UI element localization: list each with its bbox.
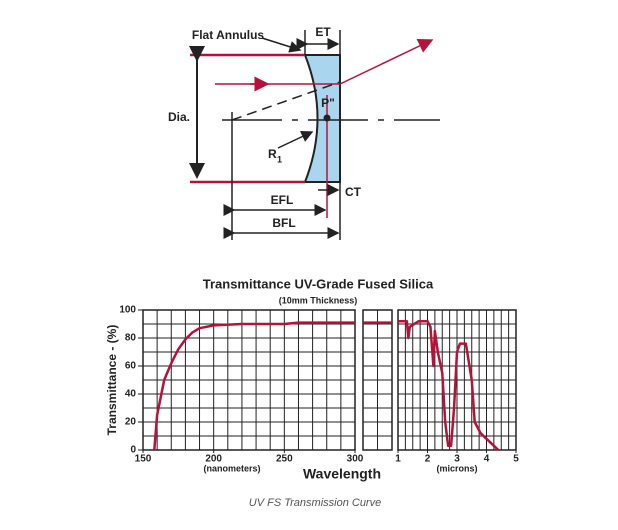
y-tick-label: 60 [125, 361, 137, 372]
x-tick-label: 200 [205, 454, 222, 465]
label: R [268, 147, 277, 161]
x-tick-label: 5 [513, 454, 519, 465]
label: P" [321, 96, 335, 110]
series-line [153, 321, 355, 451]
y-tick-label: 0 [130, 445, 136, 456]
lens [303, 54, 341, 183]
y-tick-label: 100 [119, 305, 136, 316]
y-tick-label: 80 [125, 333, 137, 344]
unit-label: (nanometers) [203, 463, 260, 473]
x-tick-label: 1 [395, 454, 401, 465]
plot: 0 20 40 60 80 100 150 200 250 300 (nanometers) 1 2 3 4… [119, 305, 519, 474]
panel-frame [362, 309, 393, 451]
ray [339, 39, 434, 85]
x-tick-label: 3 [454, 454, 460, 465]
label: 1 [277, 154, 282, 164]
chart-title: Transmittance UV-Grade Fused Silica [203, 276, 434, 291]
label: Dia. [168, 110, 190, 124]
focal-point [323, 114, 331, 122]
pointer [261, 37, 302, 53]
x-tick-label: 4 [484, 454, 490, 465]
series-line [398, 319, 500, 451]
y-axis-label: Transmittance - (%) [105, 325, 119, 436]
label: ET [315, 25, 331, 39]
caption: UV FS Transmission Curve [249, 497, 381, 509]
label: EFL [271, 193, 294, 207]
y-tick-label: 40 [125, 389, 137, 400]
label: Flat Annulus [192, 28, 265, 42]
label: BFL [272, 216, 295, 230]
x-axis-label: Wavelength [303, 466, 381, 482]
unit-label: (microns) [436, 463, 477, 473]
lens-diagram: Flat Annulus ET Dia. P" R 1 CT EFL BFL [168, 25, 440, 240]
x-tick-label: 150 [135, 454, 152, 465]
x-tick-label: 300 [347, 454, 364, 465]
x-tick-label: 2 [425, 454, 431, 465]
y-tick-label: 20 [125, 417, 137, 428]
label: CT [345, 185, 362, 199]
panel-frame [142, 309, 356, 451]
pointer [277, 131, 314, 149]
x-tick-label: 250 [276, 454, 293, 465]
virtual-ray [231, 81, 341, 121]
chart-subtitle: (10mm Thickness) [279, 295, 358, 305]
